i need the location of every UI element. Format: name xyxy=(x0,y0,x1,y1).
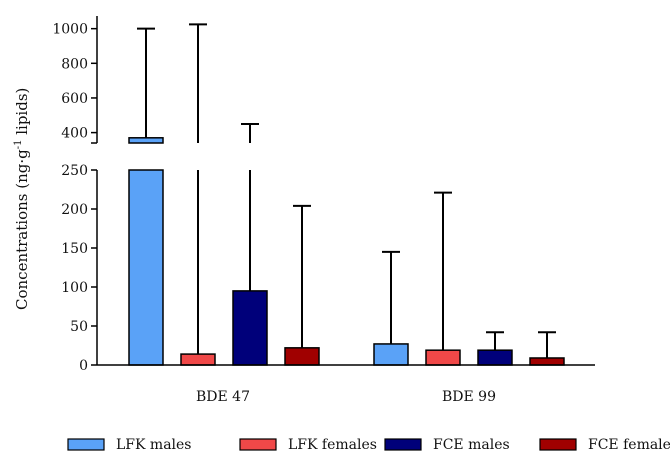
y-tick-label: 200 xyxy=(61,202,88,218)
legend-swatch xyxy=(539,438,577,451)
y-axis-label: Concentrations (ng·g-1 lipids) xyxy=(13,88,31,310)
bar xyxy=(128,169,164,366)
legend: LFK males LFK females FCE males FCE females xyxy=(67,437,670,453)
error-bars-layer xyxy=(137,23,556,358)
y-tick-label: 250 xyxy=(61,163,88,179)
x-category-label: BDE 47 xyxy=(196,389,250,405)
y-tick-label: 0 xyxy=(79,358,88,374)
legend-item: FCE females xyxy=(539,437,670,453)
y-tick-label: 100 xyxy=(61,280,88,296)
bar xyxy=(529,357,565,366)
legend-swatch xyxy=(67,438,105,451)
labels-layer: 0 50 100 150 200 250 400 600 800 1000 BDE 47 BDE 99 xyxy=(52,22,496,405)
bars-layer xyxy=(128,137,565,366)
legend-item: LFK males xyxy=(67,437,192,453)
legend-swatch xyxy=(239,438,277,451)
y-tick-label: 150 xyxy=(61,241,88,257)
legend-label: FCE females xyxy=(588,437,670,453)
bar xyxy=(232,290,268,366)
legend-item: FCE males xyxy=(384,437,510,453)
bar xyxy=(180,353,216,366)
y-tick-label: 50 xyxy=(70,319,88,335)
bar xyxy=(425,349,461,366)
x-category-label: BDE 99 xyxy=(442,389,496,405)
legend-label: LFK males xyxy=(116,437,192,453)
legend-label: FCE males xyxy=(433,437,510,453)
axes-layer xyxy=(89,16,595,366)
bar xyxy=(477,349,513,366)
axis-break-gap xyxy=(89,144,95,169)
legend-swatch xyxy=(384,438,422,451)
bar xyxy=(128,137,164,144)
bar xyxy=(373,343,409,366)
legend-item: LFK females xyxy=(239,437,377,453)
y-tick-label: 1000 xyxy=(52,22,88,38)
y-tick-label: 800 xyxy=(61,56,88,72)
y-tick-label: 400 xyxy=(61,126,88,142)
legend-label: LFK females xyxy=(288,437,377,453)
y-tick-label: 600 xyxy=(61,91,88,107)
bar xyxy=(284,347,320,366)
